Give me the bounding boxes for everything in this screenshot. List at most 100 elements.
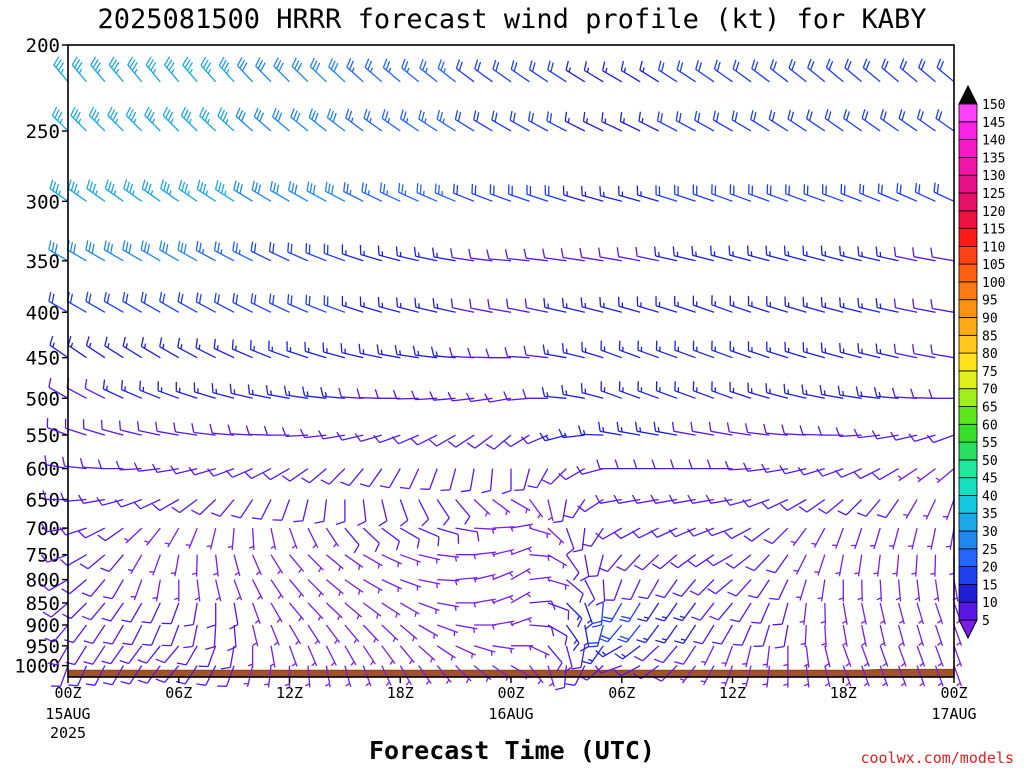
wind-barb <box>211 383 235 399</box>
wind-barb <box>742 462 770 472</box>
wind-barb <box>362 645 376 666</box>
wind-barb <box>503 391 530 401</box>
wind-barb <box>542 468 567 485</box>
wind-barb <box>344 624 360 644</box>
wind-barb <box>547 578 570 590</box>
wind-barb <box>655 340 678 359</box>
wind-barb <box>766 296 789 313</box>
wind-barb <box>361 182 383 202</box>
wind-barb <box>195 292 217 313</box>
wind-barb <box>547 499 554 522</box>
colorbar-cell <box>958 512 978 532</box>
wind-barb <box>691 245 715 262</box>
wind-barb <box>635 246 659 262</box>
wind-barb <box>64 418 87 436</box>
colorbar-cell <box>958 156 978 176</box>
wind-barb <box>598 421 622 436</box>
wind-barb <box>577 425 604 436</box>
colorbar-cell <box>958 317 978 336</box>
wind-barb <box>363 108 383 132</box>
colorbar-label: 75 <box>982 365 998 380</box>
wind-barb <box>595 579 606 606</box>
wind-barb <box>455 527 480 542</box>
wind-barb <box>78 494 106 504</box>
wind-barb <box>232 241 253 262</box>
wind-barb <box>248 528 255 551</box>
wind-barb <box>206 602 217 629</box>
wind-barb <box>205 624 217 651</box>
wind-barb <box>751 59 770 83</box>
colorbar-label: 90 <box>982 312 998 327</box>
wind-barb <box>788 58 807 83</box>
wind-barb <box>434 183 456 202</box>
wind-barb <box>491 110 512 132</box>
wind-barb <box>281 468 309 482</box>
x-tick-label: 00Z <box>54 684 81 702</box>
wind-barb <box>452 183 475 202</box>
wind-barb <box>78 527 106 539</box>
wind-barb <box>455 576 478 583</box>
wind-barb <box>473 598 496 605</box>
wind-barb <box>270 527 277 550</box>
wind-barb <box>175 665 198 685</box>
wind-barb <box>528 665 544 685</box>
wind-barb <box>152 463 179 474</box>
wind-barb <box>65 645 88 666</box>
wind-barb <box>270 624 280 646</box>
wind-barb <box>381 527 401 551</box>
wind-barb <box>122 624 143 646</box>
wind-barb <box>399 624 418 642</box>
wind-barb <box>840 183 862 202</box>
wind-barb <box>613 527 641 540</box>
wind-barb <box>364 58 383 83</box>
x-tick-label: 06Z <box>608 684 635 702</box>
wind-barb <box>879 624 886 647</box>
wind-barb <box>803 184 826 202</box>
wind-barb <box>96 496 124 506</box>
wind-barb <box>229 383 253 399</box>
wind-barb <box>252 554 262 576</box>
wind-barb <box>800 624 807 647</box>
wind-barb <box>288 527 298 549</box>
wind-barb <box>399 665 412 686</box>
y-tick-label: 550 <box>26 425 60 447</box>
wind-barb <box>765 383 789 399</box>
wind-barb <box>742 498 770 508</box>
wind-barb <box>875 298 899 313</box>
wind-barb <box>345 108 364 132</box>
wind-barb <box>104 179 124 202</box>
wind-barb <box>48 377 69 399</box>
wind-barb <box>745 554 770 572</box>
wind-barb <box>708 421 733 436</box>
wind-barb <box>122 240 143 262</box>
wind-barb <box>320 387 345 399</box>
wind-barb <box>268 293 290 313</box>
wind-barb <box>395 246 419 262</box>
wind-barb <box>801 384 825 399</box>
wind-barb <box>838 579 844 602</box>
wind-barb <box>420 468 438 490</box>
wind-barb <box>66 291 87 313</box>
wind-barb <box>772 602 789 626</box>
wind-barb <box>359 468 383 488</box>
wind-barb <box>669 554 696 569</box>
wind-barb <box>509 110 530 132</box>
x-tick-sublabel: 17AUG <box>931 705 976 723</box>
wind-barb <box>655 381 678 399</box>
y-tick-label: 900 <box>26 615 60 637</box>
wind-barb <box>859 183 881 202</box>
wind-barb <box>816 467 844 477</box>
wind-barb <box>324 181 346 202</box>
wind-barb <box>249 340 272 359</box>
wind-barb <box>141 602 161 624</box>
wind-barb <box>318 430 346 440</box>
wind-barb <box>455 602 478 608</box>
wind-barb <box>306 181 327 202</box>
wind-barb <box>145 56 161 83</box>
colorbar-cell <box>958 423 978 443</box>
wind-barb <box>814 554 826 576</box>
wind-barb <box>492 570 514 581</box>
wind-barb <box>185 527 198 549</box>
wind-barb <box>399 527 420 549</box>
y-tick-label: 350 <box>26 251 60 273</box>
